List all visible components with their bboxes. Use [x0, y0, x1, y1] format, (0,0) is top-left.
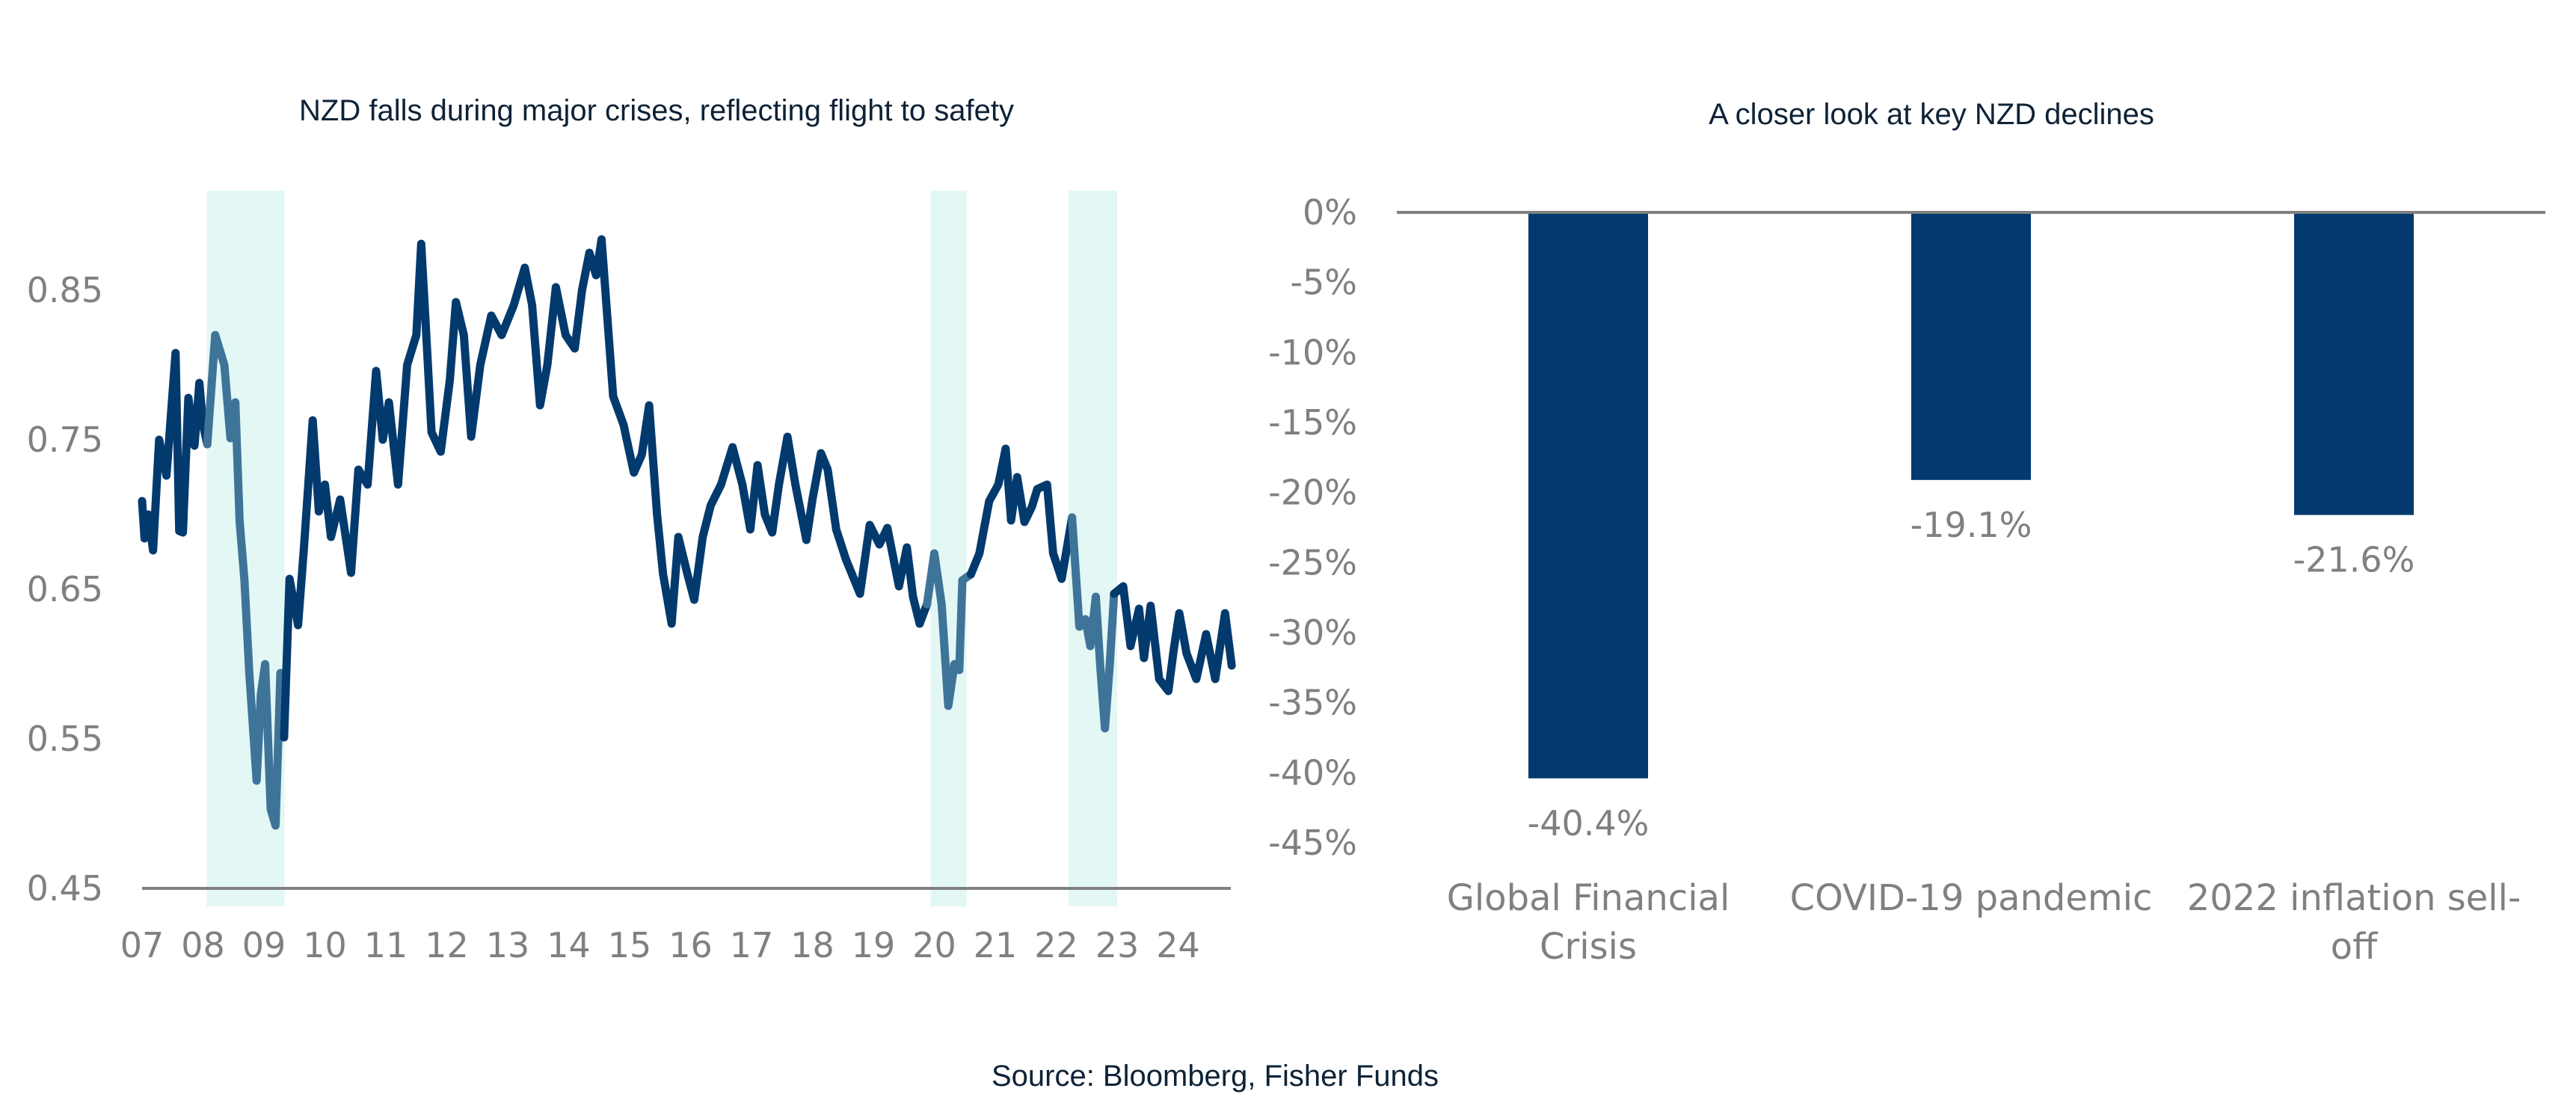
nzd-line-segment — [280, 235, 932, 742]
y-tick-label: -25% — [1268, 542, 1357, 583]
x-tick-label: 24 — [1156, 925, 1200, 965]
x-tick-label: 16 — [668, 925, 713, 965]
nzd-line-crisis-segment — [923, 549, 975, 710]
y-tick-label: -15% — [1268, 402, 1357, 443]
y-axis-ticks: 0% -5% -10% -15% -20% -25% -30% -35% -40% -45% — [1268, 192, 1357, 863]
y-tick-label: 0.55 — [27, 719, 103, 759]
y-tick-label: -20% — [1268, 473, 1357, 513]
bar-2 — [1911, 212, 2031, 480]
bar-chart-declines: A closer look at key NZD declines 0% -5% -… — [1268, 98, 2545, 968]
nzd-series — [138, 235, 1236, 830]
x-tick-label: 09 — [242, 925, 286, 965]
line-chart-nzd: NZD falls during major crises, reflectin… — [27, 94, 1236, 965]
x-tick-label: 07 — [120, 925, 165, 965]
x-tick-label: 10 — [303, 925, 347, 965]
x-tick-label: 18 — [790, 925, 834, 965]
line-chart-title: NZD falls during major crises, reflectin… — [299, 94, 1014, 127]
nzd-line-segment — [966, 444, 1077, 583]
y-tick-label: -5% — [1290, 262, 1357, 303]
y-tick-label: -45% — [1268, 823, 1357, 863]
x-tick-label: 13 — [486, 925, 530, 965]
data-label: -40.4% — [1528, 803, 1650, 844]
y-tick-label: 0.75 — [27, 420, 103, 460]
data-label: -19.1% — [1911, 505, 2032, 545]
x-tick-label: 20 — [912, 925, 956, 965]
data-labels: -40.4% -19.1% -21.6% — [1528, 505, 2415, 844]
data-label: -21.6% — [2293, 540, 2415, 580]
x-tick-label: 08 — [181, 925, 225, 965]
category-label: off — [2331, 926, 2378, 968]
y-tick-label: -40% — [1268, 752, 1357, 793]
source-note: Source: Bloomberg, Fisher Funds — [992, 1060, 1439, 1093]
x-tick-label: 15 — [608, 925, 652, 965]
y-axis-ticks: 0.45 0.55 0.65 0.75 0.85 — [27, 270, 103, 909]
x-tick-label: 23 — [1095, 925, 1140, 965]
nzd-line-segment — [138, 348, 212, 555]
y-tick-label: 0.65 — [27, 569, 103, 609]
category-label: Crisis — [1540, 926, 1637, 968]
bar-3 — [2294, 212, 2414, 515]
category-label: Global Financial — [1447, 877, 1730, 919]
y-tick-label: 0.85 — [27, 270, 103, 310]
category-labels: Global Financial Crisis COVID-19 pandemic 2… — [1447, 877, 2521, 968]
x-tick-label: 12 — [425, 925, 469, 965]
y-tick-label: 0.45 — [27, 868, 103, 909]
nzd-line-crisis-segment — [203, 331, 289, 830]
x-tick-label: 21 — [974, 925, 1018, 965]
x-tick-label: 17 — [730, 925, 774, 965]
y-tick-label: -30% — [1268, 612, 1357, 653]
category-label: COVID-19 pandemic — [1790, 877, 2153, 919]
bar-chart-title: A closer look at key NZD declines — [1709, 98, 2154, 131]
y-tick-label: -35% — [1268, 683, 1357, 723]
x-tick-label: 14 — [547, 925, 591, 965]
y-tick-label: 0% — [1303, 192, 1357, 233]
x-tick-label: 22 — [1034, 925, 1078, 965]
nzd-line-crisis-segment — [1068, 513, 1119, 733]
x-axis-ticks: 07 08 09 10 11 12 13 14 15 16 17 18 19 20 21 22 23 24 — [120, 925, 1200, 965]
y-tick-label: -10% — [1268, 332, 1357, 372]
bars — [1528, 212, 2414, 778]
x-tick-label: 19 — [852, 925, 896, 965]
nzd-line-segment — [1110, 582, 1236, 695]
x-tick-label: 11 — [364, 925, 408, 965]
crisis-shade-2 — [930, 191, 967, 906]
category-label: 2022 inflation sell- — [2187, 877, 2521, 919]
bar-1 — [1528, 212, 1648, 778]
